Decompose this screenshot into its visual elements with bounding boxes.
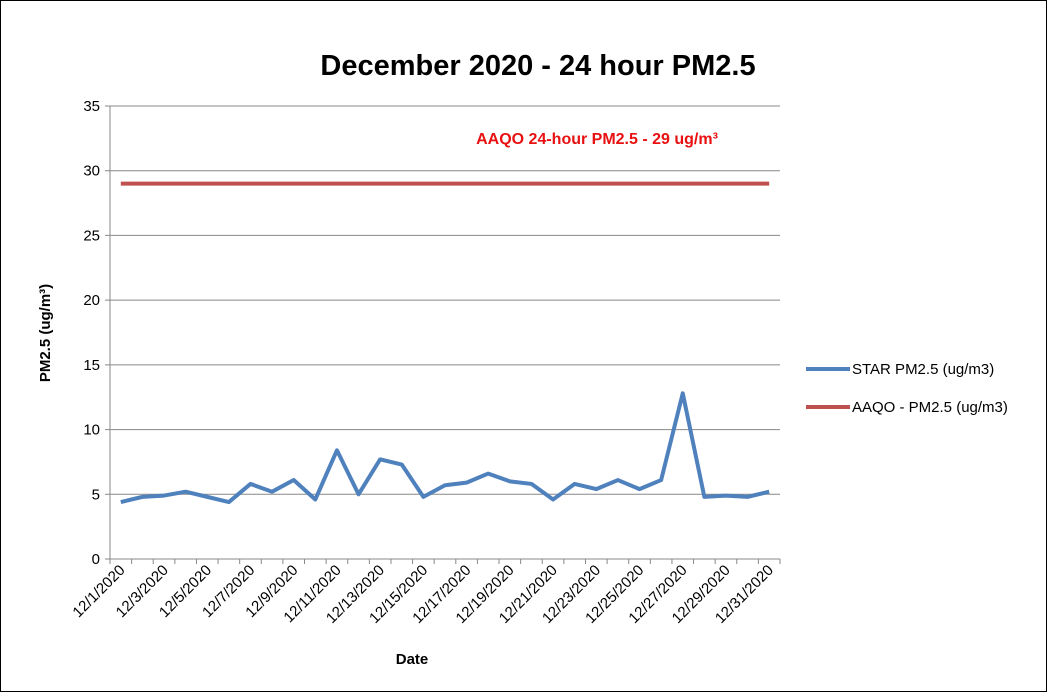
y-tick-label: 30 bbox=[83, 163, 100, 180]
y-tick-label: 20 bbox=[83, 292, 100, 309]
y-tick-label: 0 bbox=[92, 551, 100, 568]
y-axis-label: PM2.5 (ug/m³) bbox=[37, 284, 54, 382]
y-tick-label: 5 bbox=[92, 486, 100, 503]
y-tick-label: 15 bbox=[83, 357, 100, 374]
chart-title: December 2020 - 24 hour PM2.5 bbox=[320, 50, 755, 82]
data-line bbox=[120, 391, 770, 505]
annotation: AAQO 24-hour PM2.5 - 29 ug/m³ bbox=[476, 131, 718, 148]
y-tick-label: 10 bbox=[83, 422, 100, 439]
y-tick-label: 25 bbox=[83, 227, 100, 244]
legend-label: STAR PM2.5 (ug/m3) bbox=[852, 361, 994, 378]
legend-label: AAQO - PM2.5 (ug/m3) bbox=[852, 399, 1008, 416]
y-tick-label: 35 bbox=[83, 98, 100, 115]
x-axis-label: Date bbox=[396, 651, 429, 668]
